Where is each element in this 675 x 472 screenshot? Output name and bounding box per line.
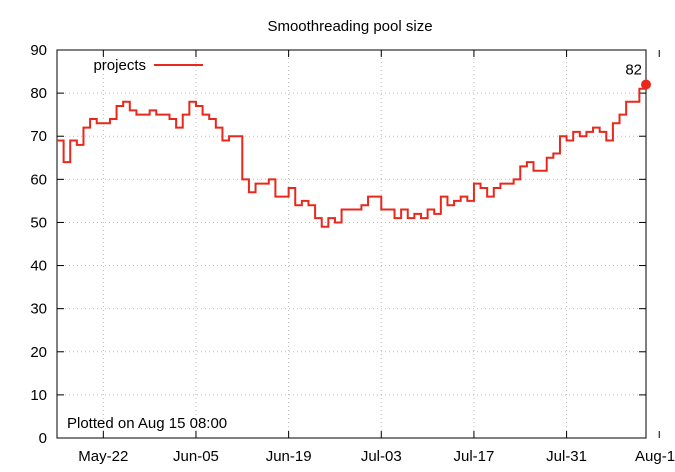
series-projects — [57, 79, 651, 228]
grid — [57, 50, 646, 438]
y-tick-labels: 0 10 20 30 40 50 60 70 80 90 — [30, 42, 47, 447]
plotted-on-annotation: Plotted on Aug 15 08:00 — [67, 415, 227, 432]
y-tick-label: 60 — [30, 171, 47, 188]
x-tick-label: Jun-05 — [173, 448, 219, 465]
x-tick-label: Aug-14 — [635, 448, 675, 465]
y-tick-label: 90 — [30, 42, 47, 59]
y-tick-label: 20 — [30, 344, 47, 361]
plot-frame — [56, 49, 647, 439]
x-tick-label: Jun-19 — [266, 448, 312, 465]
x-tick-label: Jul-03 — [361, 448, 402, 465]
x-tick-label: Jul-17 — [454, 448, 495, 465]
x-tick-labels: May-22 Jun-05 Jun-19 Jul-03 Jul-17 Jul-31 Aug-… — [78, 448, 675, 465]
end-value-label: 82 — [625, 61, 642, 78]
series-line-projects — [57, 84, 647, 228]
x-tick-label: May-22 — [78, 448, 128, 465]
x-tick-label: Jul-31 — [546, 448, 587, 465]
legend: projects — [93, 57, 203, 74]
y-tick-label: 50 — [30, 214, 47, 231]
y-tick-label: 70 — [30, 128, 47, 145]
y-tick-label: 40 — [30, 258, 47, 275]
y-tick-label: 10 — [30, 387, 47, 404]
axes — [56, 49, 660, 439]
legend-label-projects: projects — [93, 57, 146, 74]
y-tick-label: 80 — [30, 85, 47, 102]
y-tick-label: 30 — [30, 301, 47, 318]
chart-title: Smoothreading pool size — [267, 18, 432, 35]
y-tick-label: 0 — [39, 430, 47, 447]
end-point-marker — [641, 79, 651, 90]
